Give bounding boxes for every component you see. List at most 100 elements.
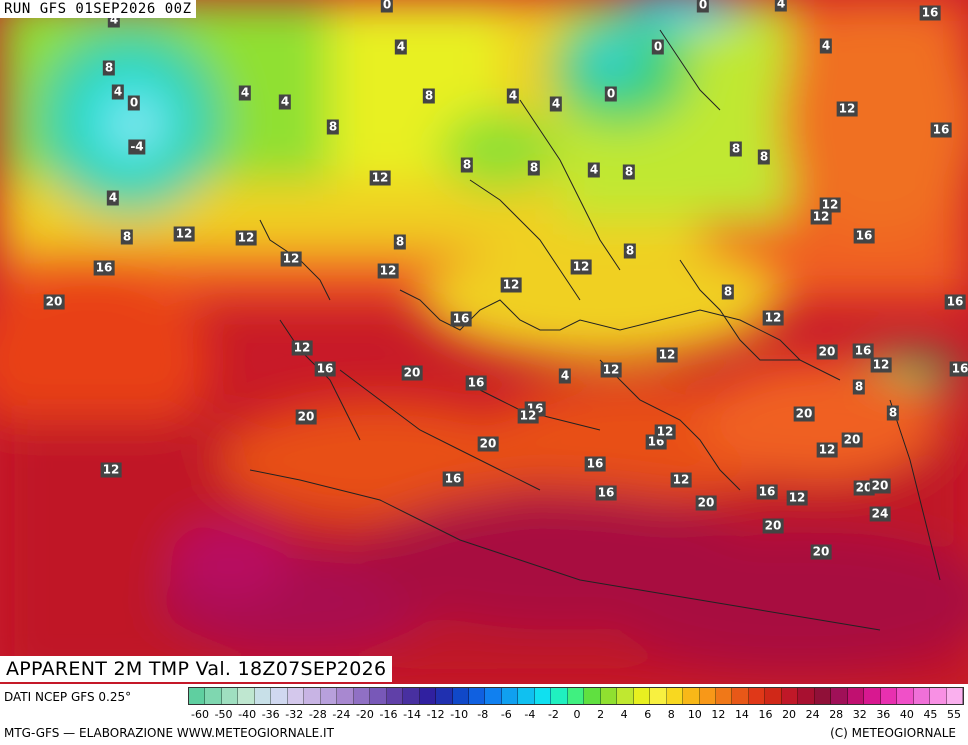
value-label: 4 — [238, 85, 252, 101]
value-label: 4 — [111, 84, 125, 100]
scale-tick-label: 16 — [758, 708, 773, 721]
value-label: 20 — [43, 294, 65, 310]
color-swatch — [716, 688, 733, 704]
value-label: 8 — [886, 405, 900, 421]
color-swatch — [287, 688, 305, 704]
color-swatch — [930, 688, 947, 704]
value-label: 4 — [106, 190, 120, 206]
value-label: 20 — [695, 495, 717, 511]
scale-tick-label: -2 — [547, 708, 559, 721]
value-label: 12 — [810, 209, 832, 225]
color-swatch — [370, 688, 387, 704]
color-swatch — [600, 688, 618, 704]
color-swatch — [584, 688, 601, 704]
value-label: 12 — [235, 230, 257, 246]
color-swatch — [304, 688, 321, 704]
value-label: 12 — [173, 226, 195, 242]
copyright-text: (C) METEOGIORNALE — [830, 726, 956, 740]
value-label: 16 — [465, 375, 487, 391]
color-swatch — [897, 688, 914, 704]
value-label: 4 — [278, 94, 292, 110]
scale-tick-label: -4 — [524, 708, 536, 721]
color-swatch — [386, 688, 404, 704]
value-label: 16 — [852, 343, 874, 359]
value-label: 8 — [622, 164, 636, 180]
scale-tick-label: 2 — [597, 708, 605, 721]
value-label: 16 — [853, 228, 875, 244]
scale-tick-label: 20 — [782, 708, 797, 721]
scale-tick-label: 55 — [947, 708, 961, 721]
value-label: 16 — [93, 260, 115, 276]
scale-tick-label: -14 — [403, 708, 422, 721]
color-swatch — [254, 688, 272, 704]
value-label: 16 — [944, 294, 966, 310]
color-swatch — [864, 688, 881, 704]
value-label: 0 — [380, 0, 394, 13]
value-label: 16 — [756, 484, 778, 500]
value-label: 0 — [604, 86, 618, 102]
scale-tick-label: 45 — [923, 708, 938, 721]
weather-map: 0 4 16 4 4 0 8 4 0 0 4 4 8 4 4 4 0 8 12 16 8 -4 8 12 8 4 8 8 4 12 8 12 1… — [0, 0, 968, 684]
color-swatch — [748, 688, 766, 704]
color-swatch — [567, 688, 585, 704]
value-label: 4 — [558, 368, 572, 384]
run-info-label: RUN GFS 01SEP2026 00Z — [0, 0, 196, 18]
color-swatch — [205, 688, 222, 704]
color-swatch — [732, 688, 749, 704]
scale-tick-label: -10 — [450, 708, 469, 721]
scale-tick-label: -24 — [332, 708, 351, 721]
value-label: 16 — [949, 361, 968, 377]
color-swatch — [468, 688, 486, 704]
value-label: 0 — [127, 95, 141, 111]
color-swatch — [633, 688, 651, 704]
value-label: 8 — [120, 229, 134, 245]
value-label: 8 — [729, 141, 743, 157]
scale-tick-label: -16 — [379, 708, 398, 721]
color-swatch — [238, 688, 255, 704]
legend-footer: DATI NCEP GFS 0.25° -60 -50 -40 -36 -32 -28 -2… — [0, 684, 968, 745]
value-label: 12 — [377, 263, 399, 279]
value-label: 12 — [786, 490, 808, 506]
color-swatch — [534, 688, 552, 704]
value-label: 12 — [816, 442, 838, 458]
value-label: 0 — [651, 39, 665, 55]
value-label: 12 — [280, 251, 302, 267]
scale-tick-label: 14 — [734, 708, 749, 721]
scale-tick-label: -60 — [191, 708, 209, 721]
color-swatch — [353, 688, 371, 704]
value-label: 8 — [102, 60, 116, 76]
color-swatch — [518, 688, 535, 704]
value-label: 8 — [623, 243, 637, 259]
color-swatch — [189, 688, 206, 704]
value-label: 4 — [819, 38, 833, 54]
value-label: 16 — [584, 456, 606, 472]
value-label: 20 — [841, 432, 863, 448]
color-swatch — [436, 688, 453, 704]
value-label: 12 — [762, 310, 784, 326]
scale-tick-label: 24 — [805, 708, 820, 721]
scale-tick-label: -12 — [426, 708, 445, 721]
map-title: APPARENT 2M TMP Val. 18Z07SEP2026 — [0, 656, 393, 682]
color-swatch — [814, 688, 832, 704]
value-label: 4 — [774, 0, 788, 12]
value-label: 4 — [394, 39, 408, 55]
value-label: 0 — [696, 0, 710, 13]
color-swatch — [699, 688, 716, 704]
value-label: 4 — [506, 88, 520, 104]
value-label: 8 — [393, 234, 407, 250]
value-label: 12 — [836, 101, 858, 117]
color-swatch — [419, 688, 437, 704]
scale-tick-label: -50 — [214, 708, 233, 721]
scale-tick-label: 10 — [687, 708, 702, 721]
temperature-field — [0, 0, 968, 684]
scale-tick-label: 0 — [573, 708, 581, 721]
value-label: 12 — [670, 472, 692, 488]
data-source: DATI NCEP GFS 0.25° — [4, 690, 132, 704]
color-swatch — [831, 688, 848, 704]
value-label: 12 — [654, 424, 676, 440]
value-label: 8 — [460, 157, 474, 173]
color-swatch — [847, 688, 865, 704]
color-swatch — [337, 688, 354, 704]
value-label: 20 — [401, 365, 423, 381]
value-label: 8 — [757, 149, 771, 165]
